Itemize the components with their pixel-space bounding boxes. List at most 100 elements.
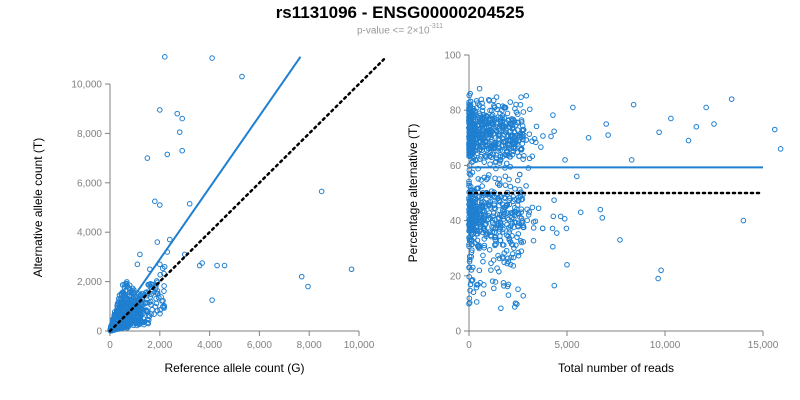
data-point: [515, 286, 521, 293]
data-point: [475, 281, 481, 288]
data-point: [466, 300, 472, 307]
data-point: [488, 267, 494, 273]
percentage-scatter: 0 5,000 10,000 15,000 0 20 40 60 80 100 Total numb…: [406, 51, 784, 375]
data-point: [466, 124, 472, 131]
data-point: [500, 280, 507, 286]
data-point: [526, 155, 533, 162]
data-point: [503, 152, 509, 158]
data-point: [488, 188, 495, 194]
data-point: [530, 237, 537, 244]
data-point: [551, 282, 558, 289]
data-point: [496, 176, 503, 182]
data-point: [147, 281, 154, 287]
data-point: [500, 242, 507, 248]
data-point: [486, 116, 493, 123]
data-point: [472, 131, 479, 138]
data-point: [507, 226, 513, 233]
data-point: [500, 142, 506, 149]
data-point: [711, 121, 717, 127]
left-x-tick-label: 6,000: [247, 340, 272, 351]
data-point: [487, 161, 493, 167]
data-point: [123, 282, 130, 289]
data-point: [505, 233, 512, 240]
right-points: [466, 85, 784, 312]
right-y-tick-label: 100: [444, 51, 461, 62]
data-point: [605, 132, 611, 138]
data-point: [531, 135, 538, 142]
data-point: [111, 309, 118, 315]
data-point: [479, 107, 486, 114]
allele-count-scatter: 0 2,000 4,000 6,000 8,000 10,000 0 2,000 4,000 6,…: [31, 54, 386, 375]
data-point: [524, 206, 530, 213]
data-point: [504, 260, 511, 267]
data-point: [131, 287, 137, 293]
data-point: [214, 262, 220, 269]
data-point: [516, 171, 523, 178]
data-point: [501, 283, 507, 289]
data-point: [504, 110, 511, 117]
data-point: [506, 201, 513, 208]
data-point: [577, 209, 584, 216]
right-y-axis-label: Percentage alternative (T): [406, 124, 420, 263]
data-point: [474, 211, 481, 217]
data-point: [148, 291, 155, 298]
data-point: [473, 230, 480, 237]
data-point: [466, 118, 473, 125]
data-point: [130, 322, 137, 329]
data-point: [506, 150, 513, 157]
data-point: [466, 253, 473, 260]
data-point: [510, 193, 516, 200]
data-point: [469, 169, 476, 176]
data-point: [508, 254, 514, 261]
data-point: [561, 216, 568, 222]
data-point: [512, 186, 518, 192]
data-point: [485, 120, 492, 126]
right-y-tick-label: 60: [450, 161, 462, 172]
data-point: [493, 116, 499, 122]
left-y-tick-label: 10,000: [71, 80, 102, 91]
data-point: [115, 324, 121, 330]
data-point: [470, 155, 477, 162]
data-point: [630, 101, 637, 108]
data-point: [491, 216, 498, 223]
data-point: [466, 116, 473, 123]
data-point: [486, 247, 493, 253]
data-point: [472, 219, 478, 225]
data-point: [209, 55, 215, 61]
data-point: [468, 277, 475, 284]
data-point: [703, 104, 709, 111]
data-point: [176, 129, 183, 135]
data-point: [570, 104, 576, 111]
data-point: [685, 137, 692, 144]
data-point: [655, 275, 661, 282]
data-point: [532, 139, 539, 146]
data-point: [124, 279, 130, 285]
chart-subtitle: p-value <= 2×10-311: [0, 23, 800, 36]
data-point: [511, 224, 517, 230]
data-point: [154, 290, 161, 297]
data-point: [511, 204, 518, 211]
data-point: [492, 242, 498, 249]
data-point: [496, 255, 503, 262]
data-point: [507, 138, 513, 144]
data-point: [503, 160, 510, 167]
data-point: [144, 155, 151, 161]
data-point: [535, 205, 542, 212]
data-point: [471, 111, 478, 118]
data-point: [470, 195, 477, 201]
data-point: [481, 244, 488, 251]
data-point: [491, 144, 498, 151]
subtitle-exponent: -311: [429, 23, 444, 30]
data-point: [157, 107, 163, 113]
data-point: [510, 216, 517, 222]
data-point: [136, 321, 143, 328]
left-x-tick-label: 4,000: [197, 340, 222, 351]
data-point: [553, 230, 560, 236]
data-point: [467, 209, 473, 216]
left-x-tick-label: 8,000: [297, 340, 322, 351]
data-point: [179, 115, 186, 122]
data-point: [239, 73, 245, 80]
data-point: [515, 231, 522, 237]
data-point: [523, 137, 530, 143]
data-point: [517, 237, 524, 244]
